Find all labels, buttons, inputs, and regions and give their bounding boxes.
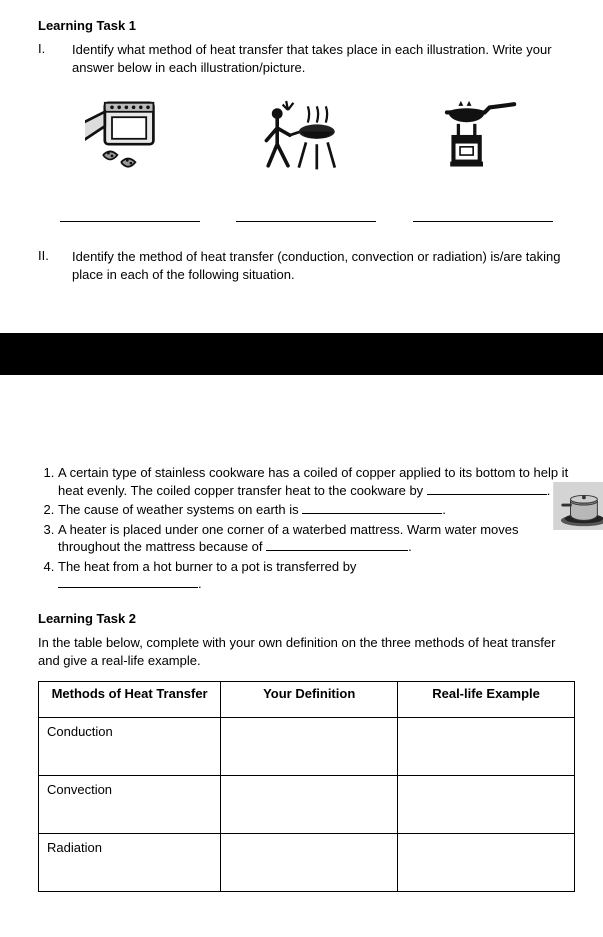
- row-convection-def[interactable]: [221, 776, 398, 834]
- question-list: A certain type of stainless cookware has…: [38, 464, 575, 593]
- question-4: The heat from a hot burner to a pot is t…: [58, 558, 575, 593]
- table-row: Convection: [39, 776, 575, 834]
- question-1: A certain type of stainless cookware has…: [58, 464, 575, 499]
- task1-title: Learning Task 1: [38, 18, 575, 33]
- task2-title: Learning Task 2: [38, 611, 575, 626]
- row-conduction-def[interactable]: [221, 718, 398, 776]
- task1-part2: II. Identify the method of heat transfer…: [38, 248, 575, 283]
- q3-blank[interactable]: [266, 550, 408, 551]
- methods-table: Methods of Heat Transfer Your Definition…: [38, 681, 575, 892]
- table-h3: Real-life Example: [398, 682, 575, 718]
- row-radiation-label: Radiation: [39, 834, 221, 892]
- q2-text: The cause of weather systems on earth is: [58, 502, 302, 517]
- row-radiation-ex[interactable]: [398, 834, 575, 892]
- table-h2: Your Definition: [221, 682, 398, 718]
- task1-part1-num: I.: [38, 41, 72, 76]
- grill-illustration: [246, 92, 366, 185]
- q4-text: The heat from a hot burner to a pot is t…: [58, 559, 356, 574]
- question-3: A heater is placed under one corner of a…: [58, 521, 575, 556]
- camp-stove-illustration: [423, 96, 543, 181]
- q2-blank[interactable]: [302, 513, 442, 514]
- answer-blank-3[interactable]: [413, 208, 553, 222]
- table-row: Conduction: [39, 718, 575, 776]
- task1-part1: I. Identify what method of heat transfer…: [38, 41, 575, 76]
- row-radiation-def[interactable]: [221, 834, 398, 892]
- question-2: The cause of weather systems on earth is…: [58, 501, 575, 519]
- table-h1: Methods of Heat Transfer: [39, 682, 221, 718]
- answer-blanks-row: [42, 208, 571, 222]
- row-convection-ex[interactable]: [398, 776, 575, 834]
- answer-blank-1[interactable]: [60, 208, 200, 222]
- q1-blank[interactable]: [427, 494, 547, 495]
- oven-illustration: [70, 92, 190, 185]
- task1-part2-num: II.: [38, 248, 72, 283]
- task1-part2-text: Identify the method of heat transfer (co…: [72, 248, 575, 283]
- row-conduction-label: Conduction: [39, 718, 221, 776]
- row-conduction-ex[interactable]: [398, 718, 575, 776]
- row-convection-label: Convection: [39, 776, 221, 834]
- task1-part1-text: Identify what method of heat transfer th…: [72, 41, 575, 76]
- page-divider-bar: [0, 333, 603, 375]
- table-row: Radiation: [39, 834, 575, 892]
- q4-blank[interactable]: [58, 587, 198, 588]
- answer-blank-2[interactable]: [236, 208, 376, 222]
- task2-intro: In the table below, complete with your o…: [38, 634, 575, 669]
- illustration-row: [42, 88, 571, 188]
- pot-on-burner-icon: [553, 482, 603, 530]
